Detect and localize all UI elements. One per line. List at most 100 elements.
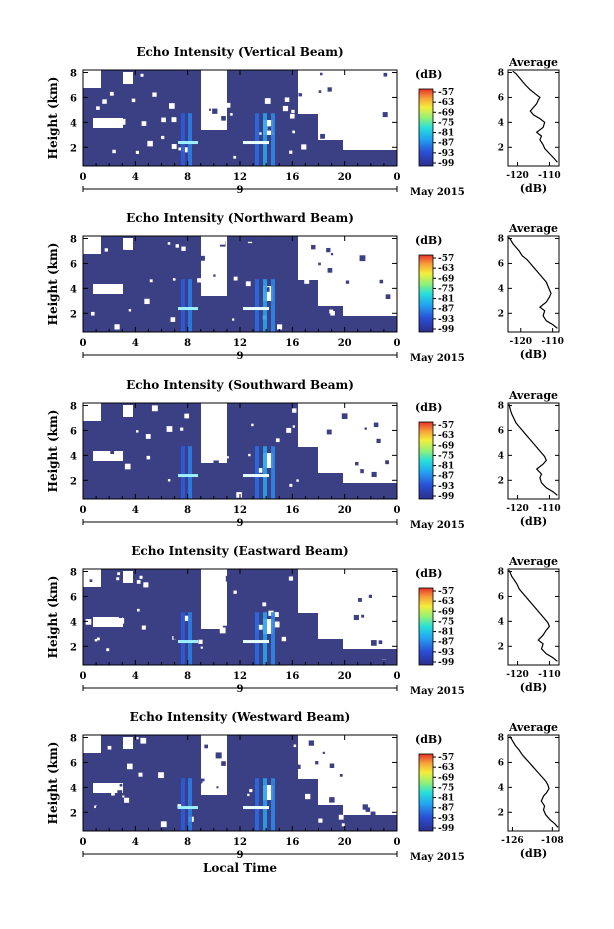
profile-x-tick-label: -120 bbox=[506, 670, 529, 680]
texture-cell bbox=[361, 614, 365, 618]
texture-cell bbox=[371, 471, 377, 478]
texture-cell bbox=[232, 735, 238, 741]
plume-column bbox=[188, 612, 192, 665]
texture-cell bbox=[244, 149, 248, 153]
texture-cell bbox=[158, 101, 163, 105]
texture-cell bbox=[239, 478, 245, 484]
colorbar bbox=[418, 421, 434, 500]
texture-cell bbox=[364, 427, 367, 430]
plume-column bbox=[271, 446, 275, 499]
texture-cell bbox=[266, 440, 271, 445]
colorbar-tick-label: -69 bbox=[438, 274, 454, 284]
y-axis-label: Height (km) bbox=[46, 742, 60, 825]
texture-cell bbox=[343, 256, 347, 260]
gap-region bbox=[123, 737, 133, 749]
plume-column bbox=[181, 446, 185, 499]
gap-region bbox=[83, 735, 101, 753]
y-tick-label: 4 bbox=[70, 617, 77, 628]
texture-cell bbox=[98, 433, 104, 440]
colorbar-tick-label: -63 bbox=[438, 98, 454, 108]
x-tick-label: 0 bbox=[394, 837, 401, 848]
profile-y-tick-label: 6 bbox=[498, 93, 504, 103]
colorbar bbox=[418, 587, 434, 666]
profile-y-tick-label: 8 bbox=[498, 401, 504, 411]
gap-region bbox=[201, 70, 227, 130]
gap-region bbox=[298, 70, 397, 114]
plume-column bbox=[181, 612, 185, 665]
texture-cell bbox=[358, 598, 362, 602]
profile-line bbox=[512, 70, 558, 163]
texture-cell bbox=[171, 144, 177, 149]
texture-cell bbox=[292, 130, 295, 134]
texture-cell bbox=[311, 237, 318, 244]
texture-cell bbox=[86, 408, 90, 412]
texture-cell bbox=[265, 655, 271, 661]
plume-column bbox=[271, 279, 275, 332]
texture-cell bbox=[174, 483, 179, 488]
x-tick-label: 16 bbox=[285, 338, 299, 349]
texture-cell bbox=[247, 793, 250, 797]
colorbar-tick-label: -69 bbox=[438, 441, 454, 451]
texture-cell bbox=[147, 140, 153, 147]
gap-region bbox=[83, 70, 101, 88]
texture-cell bbox=[324, 738, 329, 744]
profile-x-tick-label: -110 bbox=[538, 171, 561, 181]
texture-cell bbox=[318, 90, 322, 93]
x-tick-label: 12 bbox=[233, 505, 247, 516]
y-tick-label: 8 bbox=[70, 401, 77, 412]
texture-cell bbox=[236, 492, 242, 498]
texture-cell bbox=[144, 298, 150, 305]
texture-cell bbox=[352, 468, 358, 473]
x-tick-label: 20 bbox=[338, 505, 352, 516]
texture-cell bbox=[174, 804, 178, 808]
texture-cell bbox=[341, 627, 345, 630]
texture-cell bbox=[105, 306, 110, 310]
texture-cell bbox=[119, 118, 126, 125]
texture-cell bbox=[127, 763, 133, 770]
texture-cell bbox=[292, 425, 295, 428]
texture-cell bbox=[322, 751, 325, 754]
texture-cell bbox=[279, 643, 286, 649]
heatmap-cells bbox=[83, 70, 397, 166]
texture-cell bbox=[362, 804, 368, 810]
texture-cell bbox=[298, 319, 304, 325]
colorbar-tick-label: -75 bbox=[438, 617, 454, 627]
texture-cell bbox=[273, 612, 279, 618]
texture-cell bbox=[167, 242, 171, 245]
profile-line bbox=[508, 569, 558, 662]
texture-cell bbox=[211, 154, 216, 159]
x-tick-label: 16 bbox=[285, 671, 299, 682]
texture-cell bbox=[236, 127, 241, 132]
texture-cell bbox=[297, 131, 301, 135]
texture-cell bbox=[175, 244, 180, 248]
texture-cell bbox=[363, 137, 366, 140]
texture-cell bbox=[339, 773, 343, 777]
texture-cell bbox=[106, 648, 110, 652]
colorbar-tick-label: -81 bbox=[438, 295, 454, 305]
texture-cell bbox=[213, 460, 219, 466]
texture-cell bbox=[147, 450, 154, 457]
plume-column bbox=[181, 113, 185, 166]
texture-cell bbox=[233, 590, 237, 594]
texture-cell bbox=[270, 740, 277, 747]
texture-cell bbox=[383, 72, 388, 77]
x-tick-label: 8 bbox=[184, 837, 191, 848]
texture-cell bbox=[327, 268, 333, 273]
texture-cell bbox=[160, 81, 166, 87]
texture-cell bbox=[355, 461, 359, 466]
texture-cell bbox=[181, 246, 186, 251]
texture-cell bbox=[85, 619, 92, 625]
texture-cell bbox=[233, 155, 237, 159]
gap-region bbox=[263, 619, 273, 634]
texture-cell bbox=[96, 637, 100, 641]
texture-cell bbox=[197, 278, 202, 283]
month-label: May 2015 bbox=[410, 686, 465, 697]
plume-column bbox=[188, 778, 192, 831]
profile-y-tick-label: 8 bbox=[498, 68, 504, 78]
profile-x-label: (dB) bbox=[520, 182, 547, 195]
texture-cell bbox=[249, 788, 253, 793]
gap-region bbox=[123, 238, 133, 250]
bright-layer bbox=[178, 141, 198, 145]
gap-region bbox=[93, 451, 123, 461]
texture-cell bbox=[161, 456, 166, 461]
